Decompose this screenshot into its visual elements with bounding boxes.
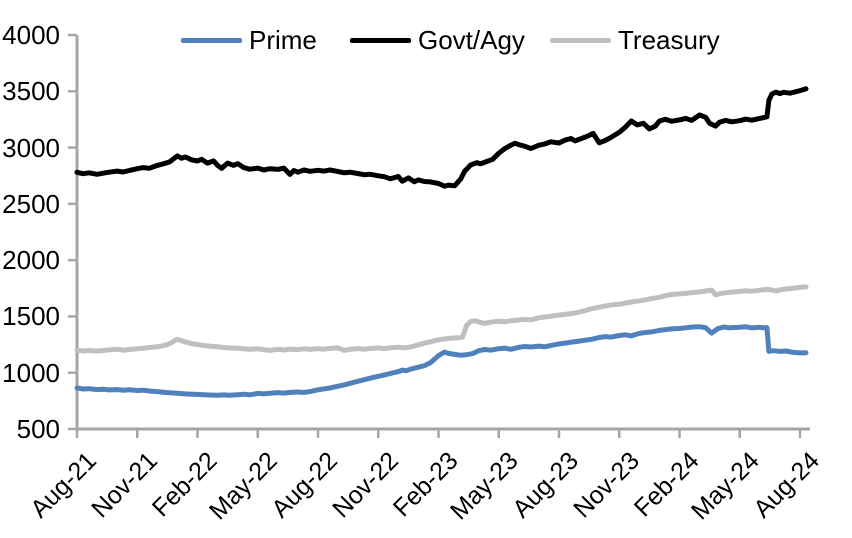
- legend-label-treasury: Treasury: [618, 25, 720, 55]
- y-axis-label: 500: [16, 414, 60, 444]
- govt-agy-line-swatch: [350, 37, 411, 43]
- prime-line-swatch: [181, 37, 242, 43]
- series-line-prime: [74, 324, 809, 398]
- y-axis-label: 1000: [2, 357, 60, 388]
- y-axis-label: 4000: [2, 20, 60, 50]
- y-axis-label: 2500: [2, 188, 60, 219]
- y-axis-label: 1500: [2, 301, 60, 332]
- y-axis-label: 3500: [2, 76, 60, 107]
- legend: Prime Govt/Agy Treasury: [0, 24, 852, 56]
- y-axis-label: 3000: [2, 132, 60, 163]
- treasury-line-swatch: [550, 37, 611, 43]
- legend-item-govt-agy: Govt/Agy: [350, 24, 525, 56]
- series-line-govt-agy: [74, 86, 809, 189]
- legend-item-treasury: Treasury: [550, 24, 720, 56]
- series-line-treasury: [74, 284, 809, 354]
- legend-item-prime: Prime: [181, 24, 317, 56]
- legend-label-prime: Prime: [249, 25, 317, 55]
- y-axis-label: 2000: [2, 245, 60, 276]
- legend-label-govt-agy: Govt/Agy: [418, 25, 525, 55]
